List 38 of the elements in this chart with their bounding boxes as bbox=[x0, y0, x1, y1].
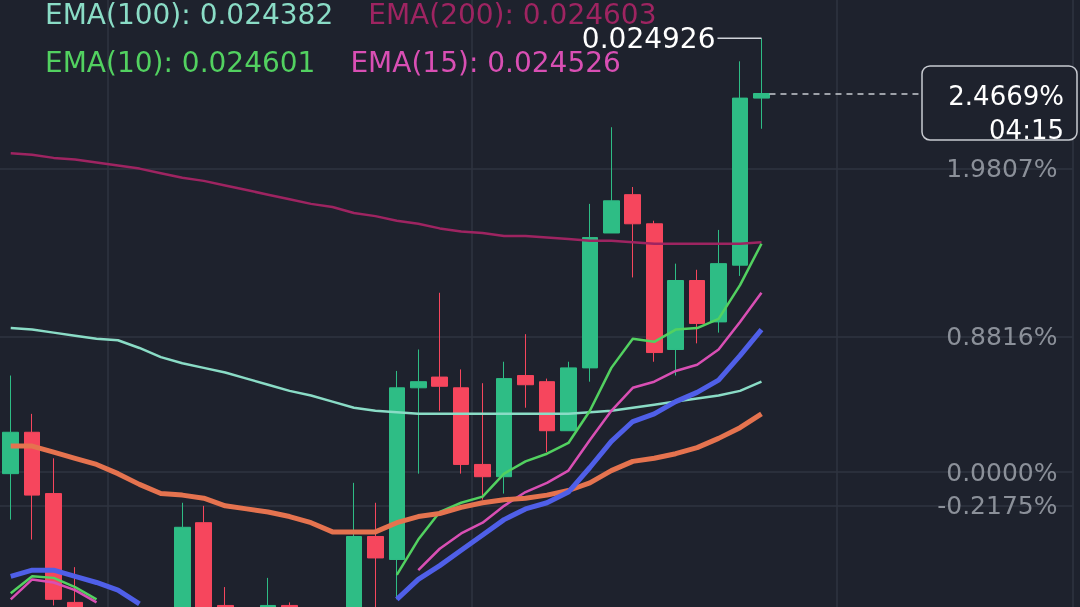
candlestick bbox=[346, 482, 362, 607]
candlestick bbox=[539, 378, 555, 453]
y-tick-label: 0.8816% bbox=[946, 322, 1058, 352]
text: 04:15 bbox=[989, 114, 1064, 145]
candlestick bbox=[474, 382, 491, 501]
candlestick bbox=[2, 375, 19, 521]
candlestick bbox=[624, 186, 641, 278]
candlestick bbox=[453, 368, 469, 475]
candlestick bbox=[281, 601, 298, 607]
y-tick-label: 0.0000% bbox=[946, 457, 1058, 487]
candlestick bbox=[667, 263, 684, 377]
text: EMA(100): 0.024382 bbox=[45, 0, 334, 31]
candlestick bbox=[24, 413, 40, 541]
y-tick-label: 1.9807% bbox=[946, 154, 1058, 183]
candlestick bbox=[367, 502, 384, 607]
candlestick bbox=[689, 269, 705, 344]
line-series bbox=[9, 152, 763, 245]
candlestick bbox=[582, 203, 598, 383]
candlestick bbox=[753, 37, 770, 130]
candlestick bbox=[603, 126, 620, 234]
candlestick bbox=[174, 502, 191, 607]
candlestick bbox=[560, 361, 577, 432]
candlestick bbox=[45, 457, 62, 606]
candlestick bbox=[195, 505, 212, 607]
candlestick bbox=[431, 292, 448, 412]
line-series bbox=[9, 326, 763, 416]
text: EMA(10): 0.024601 bbox=[45, 45, 316, 79]
candlestick bbox=[67, 566, 83, 607]
candlestick bbox=[646, 220, 663, 363]
candlestick bbox=[410, 348, 427, 475]
candlestick bbox=[496, 361, 512, 495]
candlestick bbox=[732, 60, 748, 277]
candlestick bbox=[710, 229, 727, 334]
ref-line-label: 2.4669% bbox=[948, 80, 1064, 111]
candlestick bbox=[260, 577, 276, 607]
y-tick-label: -0.2175% bbox=[937, 490, 1058, 520]
candlestick bbox=[517, 333, 534, 409]
candlestick bbox=[217, 586, 234, 607]
